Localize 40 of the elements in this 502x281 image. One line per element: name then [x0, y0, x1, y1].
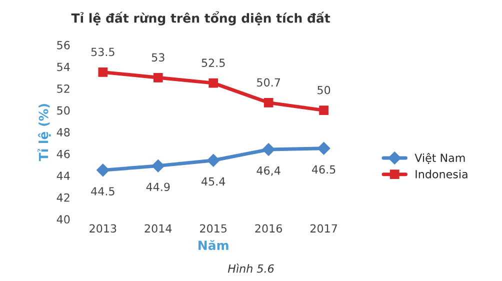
data-label: 44.5: [91, 187, 114, 196]
data-label: 50.7: [257, 78, 280, 87]
data-label: 50: [318, 86, 330, 94]
text: Hình 5.6: [228, 264, 274, 273]
data-label: 46.5: [312, 165, 336, 174]
data-label: 52.5: [202, 58, 225, 68]
y-axis-title: Tỉ lệ (%): [38, 104, 51, 162]
y-tick-label: 46: [56, 150, 70, 158]
point: [152, 159, 165, 172]
y-tick-label: 54: [57, 62, 70, 72]
data-label: 46,4: [256, 166, 280, 176]
x-tick-label: 2017: [310, 224, 337, 233]
x-tick-label: 2015: [200, 224, 227, 233]
y-tick-label: 42: [56, 193, 70, 202]
y-tick-label: 40: [56, 215, 70, 224]
chart-title: Tỉ lệ đất rừng trên tổng diện tích đất: [71, 11, 330, 26]
point: [96, 164, 110, 177]
point: [208, 78, 218, 88]
data-label: 44.9: [146, 182, 170, 192]
data-label: 45.4: [202, 177, 226, 186]
point: [264, 98, 274, 108]
y-tick-label: 44: [56, 172, 70, 180]
x-tick-label: 2014: [144, 224, 172, 233]
x-tick-label: 2016: [255, 224, 282, 233]
data-label: 53: [152, 53, 164, 62]
data-label: 53.5: [91, 48, 114, 56]
x-tick-label: 2013: [90, 224, 116, 233]
point: [317, 142, 330, 155]
legend-label: Indonesia: [416, 170, 468, 178]
y-tick-label: 48: [56, 128, 70, 136]
y-tick-label: 56: [57, 40, 70, 50]
x-axis-title: Năm: [198, 240, 228, 250]
point: [98, 67, 108, 77]
y-tick-label: 52: [57, 84, 70, 93]
point: [206, 154, 220, 167]
legend-label: Việt Nam: [414, 153, 465, 164]
point: [153, 72, 163, 82]
y-tick-label: 50: [57, 106, 70, 115]
point: [262, 143, 275, 156]
point: [319, 106, 328, 115]
